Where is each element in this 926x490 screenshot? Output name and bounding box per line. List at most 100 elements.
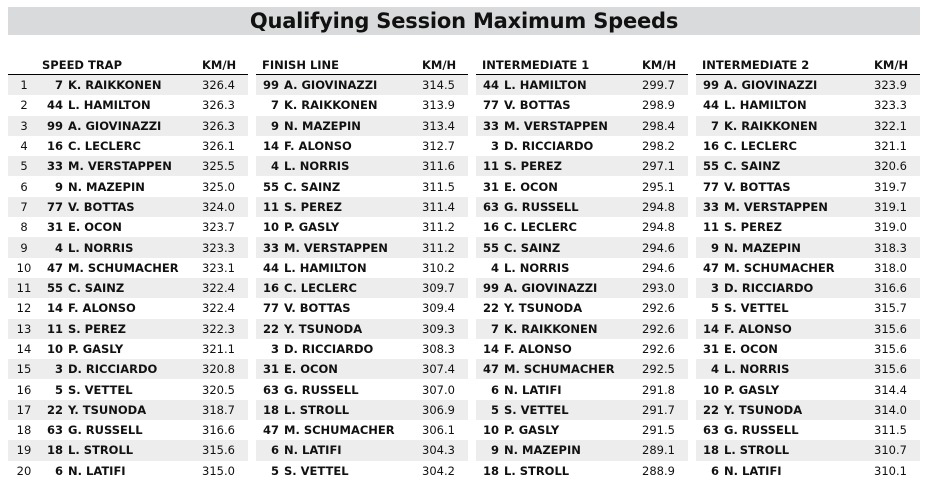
driver-name: G. RUSSELL: [724, 423, 799, 438]
table-row: 44 L. HAMILTON 323.3: [696, 95, 920, 116]
driver-name: S. PEREZ: [504, 159, 562, 174]
car-number: 33: [702, 199, 719, 214]
table-row: 14 10 P. GASLY 321.1: [8, 338, 248, 360]
table-row: 10 47 M. SCHUMACHER 323.1: [8, 257, 248, 278]
driver-name: S. VETTEL: [504, 402, 569, 417]
speed-value: 306.9: [422, 402, 455, 417]
car-number: 14: [46, 301, 63, 316]
driver-name: A. GIOVINAZZI: [724, 78, 818, 93]
speed-value: 326.1: [202, 139, 235, 154]
table-row: 1 7 K. RAIKKONEN 326.4: [8, 75, 248, 96]
table-row: 3 D. RICCIARDO 298.2: [476, 135, 688, 157]
table-row: 44 L. HAMILTON 299.7: [476, 75, 688, 96]
driver-name: E. OCON: [724, 342, 778, 356]
car-number: 22: [46, 402, 63, 417]
table-row: 16 C. LECLERC 309.7: [256, 277, 468, 299]
car-number: 7: [490, 321, 499, 336]
car-number: 4: [490, 260, 499, 275]
speed-value: 307.4: [422, 362, 455, 377]
table-row: 22 Y. TSUNODA 309.3: [256, 318, 468, 339]
speed-value: 325.0: [202, 179, 235, 194]
car-number: 16: [482, 220, 499, 235]
driver-name: M. VERSTAPPEN: [284, 240, 388, 255]
driver-name: C. LECLERC: [284, 281, 357, 296]
driver-name: Y. TSUNODA: [504, 301, 583, 316]
car-number: 4: [54, 240, 63, 255]
driver-name: S. VETTEL: [284, 463, 349, 478]
table-row: 16 C. LECLERC 321.1: [696, 135, 920, 157]
table-row: 13 11 S. PEREZ 322.3: [8, 318, 248, 339]
car-number: 9: [270, 118, 279, 133]
table-row: 63 G. RUSSELL 294.8: [476, 196, 688, 218]
car-number: 5: [490, 402, 499, 417]
car-number: 31: [702, 342, 719, 356]
position: 13: [16, 321, 32, 336]
driver-name: A. GIOVINAZZI: [68, 118, 162, 133]
speed-value: 315.6: [202, 443, 235, 458]
speed-value: 292.5: [642, 362, 675, 377]
speed-value: 292.6: [642, 301, 675, 316]
table-row: 99 A. GIOVINAZZI 293.0: [476, 277, 688, 299]
car-number: 47: [46, 260, 63, 275]
car-number: 33: [46, 159, 63, 174]
section-label: INTERMEDIATE 2: [702, 57, 810, 72]
driver-name: M. SCHUMACHER: [68, 260, 179, 275]
speed-value: 298.9: [642, 98, 675, 113]
section-label: SPEED TRAP: [42, 57, 123, 72]
car-number: 63: [482, 199, 499, 214]
driver-name: L. NORRIS: [284, 159, 350, 174]
speed-value: 293.0: [642, 281, 675, 296]
car-number: 63: [262, 382, 279, 397]
table-row: 7 K. RAIKKONEN 313.9: [256, 95, 468, 116]
speed-value: 308.3: [422, 342, 455, 356]
driver-name: M. VERSTAPPEN: [724, 199, 828, 214]
speed-value: 326.3: [202, 98, 235, 113]
car-number: 44: [482, 78, 499, 93]
car-number: 11: [262, 199, 279, 214]
unit-label: KM/H: [874, 57, 909, 72]
driver-name: K. RAIKKONEN: [284, 98, 378, 113]
table-row: 55 C. SAINZ 294.6: [476, 237, 688, 258]
speed-value: 311.5: [422, 179, 455, 194]
table-row: 77 V. BOTTAS 319.7: [696, 176, 920, 197]
car-number: 47: [702, 260, 719, 275]
position: 5: [20, 159, 28, 174]
driver-name: L. STROLL: [284, 402, 350, 417]
car-number: 16: [702, 139, 719, 154]
driver-name: N. LATIFI: [504, 382, 562, 397]
car-number: 7: [270, 98, 279, 113]
section-gap: [248, 55, 256, 481]
table-row: 7 K. RAIKKONEN 322.1: [696, 115, 920, 136]
driver-name: V. BOTTAS: [504, 98, 571, 113]
position: 1: [20, 78, 28, 93]
driver-name: G. RUSSELL: [68, 423, 143, 438]
car-number: 77: [262, 301, 279, 316]
car-number: 99: [46, 118, 63, 133]
table-row: 16 C. LECLERC 294.8: [476, 217, 688, 238]
table-row: 10 P. GASLY 314.4: [696, 379, 920, 400]
speed-value: 319.0: [874, 220, 907, 235]
driver-name: S. PEREZ: [724, 220, 782, 235]
speed-value: 323.3: [202, 240, 235, 255]
speed-value: 315.6: [874, 321, 907, 336]
driver-name: N. LATIFI: [68, 463, 126, 478]
speed-value: 326.3: [202, 118, 235, 133]
table-row: 16 5 S. VETTEL 320.5: [8, 379, 248, 400]
speed-value: 320.6: [874, 159, 907, 174]
section-1: FINISH LINE KM/H 99 A. GIOVINAZZI 314.5 7 K. R…: [256, 55, 468, 481]
car-number: 18: [702, 443, 719, 458]
driver-name: D. RICCIARDO: [284, 342, 374, 356]
driver-name: E. OCON: [504, 179, 558, 194]
table-row: 47 M. SCHUMACHER 318.0: [696, 257, 920, 278]
table-row: 19 18 L. STROLL 315.6: [8, 440, 248, 461]
unit-label: KM/H: [202, 57, 237, 72]
car-number: 4: [710, 362, 719, 377]
car-number: 44: [46, 98, 63, 113]
driver-name: M. SCHUMACHER: [504, 362, 615, 377]
speed-value: 304.3: [422, 443, 455, 458]
speed-value: 294.8: [642, 199, 675, 214]
position: 4: [20, 139, 28, 154]
driver-name: N. LATIFI: [724, 463, 782, 478]
table-row: 31 E. OCON 307.4: [256, 359, 468, 380]
driver-name: C. LECLERC: [68, 139, 141, 154]
